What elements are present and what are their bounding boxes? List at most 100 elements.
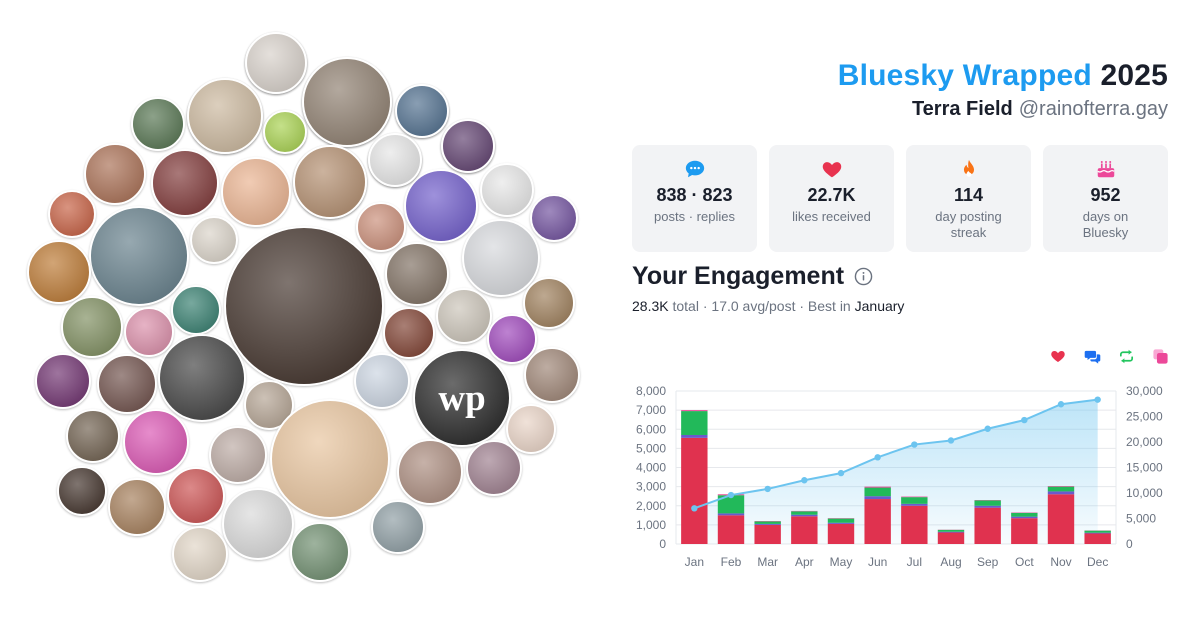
- y2-tick-label: 30,000: [1126, 384, 1163, 398]
- avatar[interactable]: [66, 409, 120, 463]
- stat-card-streak: 114 day posting streak: [906, 145, 1031, 252]
- avatar[interactable]: [462, 219, 540, 297]
- avatar[interactable]: [221, 157, 291, 227]
- x-tick-label: May: [830, 555, 853, 569]
- bar-segment: [1084, 532, 1111, 534]
- bar-segment: [974, 507, 1001, 544]
- bar-segment: [937, 531, 965, 533]
- y-tick-label: 4,000: [636, 461, 666, 475]
- bar-segment: [717, 515, 745, 544]
- bar-segment: [791, 511, 818, 515]
- avatar[interactable]: [480, 163, 534, 217]
- avatar[interactable]: [48, 190, 96, 238]
- info-icon[interactable]: [854, 267, 873, 286]
- wrapped-header: Bluesky Wrapped 2025 Terra Field @rainoft…: [838, 58, 1168, 122]
- y-tick-label: 7,000: [636, 403, 666, 417]
- avatar[interactable]: [441, 119, 495, 173]
- avatar[interactable]: [151, 149, 219, 217]
- bar-segment: [974, 505, 1001, 508]
- avatar[interactable]: [167, 467, 225, 525]
- avatar[interactable]: [224, 226, 384, 386]
- y2-tick-label: 20,000: [1126, 435, 1163, 449]
- avatar[interactable]: [506, 404, 556, 454]
- quote-icon[interactable]: [1150, 346, 1170, 366]
- user-line: Terra Field @rainofterra.gay: [838, 96, 1168, 122]
- avatar[interactable]: [97, 354, 157, 414]
- avatar[interactable]: [404, 169, 478, 243]
- avatar[interactable]: [57, 466, 107, 516]
- bar-segment: [827, 518, 855, 523]
- avatar[interactable]: [397, 439, 463, 505]
- avatar[interactable]: [395, 84, 449, 138]
- stat-card-days: 952 days on Bluesky: [1043, 145, 1168, 252]
- avatar[interactable]: [436, 288, 492, 344]
- avatar[interactable]: [356, 202, 406, 252]
- x-tick-label: Apr: [795, 555, 814, 569]
- avatar[interactable]: [131, 97, 185, 151]
- engagement-avg: 17.0 avg/post: [711, 298, 796, 314]
- avatar[interactable]: [487, 314, 537, 364]
- avatar[interactable]: [158, 334, 246, 422]
- avatar[interactable]: [187, 78, 263, 154]
- stats-row: 838 · 823 posts · replies 22.7K likes re…: [632, 145, 1168, 252]
- best-prefix: Best in: [807, 298, 851, 314]
- engagement-chart: 0 1,000 2,000 3,000 4,000 5,000 6,000 7,000 8,00…: [636, 384, 1163, 569]
- x-tick-label: Dec: [1087, 555, 1108, 569]
- avatar[interactable]: [263, 110, 307, 154]
- bar-segment: [937, 532, 965, 544]
- cumulative-point: [911, 441, 918, 448]
- avatar[interactable]: [466, 440, 522, 496]
- avatar[interactable]: [354, 353, 410, 409]
- bar-segment: [754, 524, 781, 544]
- avatar[interactable]: [27, 240, 91, 304]
- repost-icon[interactable]: [1116, 346, 1136, 366]
- avatar[interactable]: [222, 488, 294, 560]
- bar-segment: [901, 505, 928, 544]
- avatar[interactable]: [290, 522, 350, 582]
- avatar[interactable]: [190, 216, 238, 264]
- bar-segment: [974, 500, 1001, 506]
- best-month: January: [854, 298, 905, 314]
- heart-icon[interactable]: [1048, 346, 1068, 366]
- avatar[interactable]: [123, 409, 189, 475]
- stat-label: likes received: [792, 209, 871, 224]
- avatar[interactable]: [84, 143, 146, 205]
- reply-bubbles-icon[interactable]: [1082, 346, 1102, 366]
- avatar[interactable]: [383, 307, 435, 359]
- avatar[interactable]: [371, 500, 425, 554]
- chart-bars: [681, 410, 1111, 544]
- avatar[interactable]: [171, 285, 221, 335]
- avatar[interactable]: [209, 426, 267, 484]
- x-tick-label: Nov: [1050, 555, 1071, 569]
- avatar[interactable]: [245, 32, 307, 94]
- avatar[interactable]: [293, 145, 367, 219]
- avatar[interactable]: [172, 526, 228, 582]
- brand-title: Bluesky Wrapped: [837, 59, 1092, 92]
- avatar[interactable]: [385, 242, 449, 306]
- stat-value: 22.7K: [807, 185, 856, 205]
- bar-segment: [937, 529, 965, 532]
- y-tick-label: 6,000: [636, 422, 666, 436]
- avatar[interactable]: [35, 353, 91, 409]
- avatar[interactable]: [108, 478, 166, 536]
- bar-segment: [1084, 533, 1111, 544]
- avatar[interactable]: [523, 277, 575, 329]
- bar-segment: [681, 410, 708, 412]
- avatar[interactable]: [368, 133, 422, 187]
- avatar[interactable]: [302, 57, 392, 147]
- y2-tick-label: 10,000: [1126, 486, 1163, 500]
- stat-card-likes: 22.7K likes received: [769, 145, 894, 252]
- bar-segment: [1011, 512, 1038, 517]
- avatar[interactable]: [89, 206, 189, 306]
- avatar[interactable]: [524, 347, 580, 403]
- avatar[interactable]: [124, 307, 174, 357]
- y-tick-label: 2,000: [636, 499, 666, 513]
- cumulative-point: [984, 425, 991, 432]
- avatar[interactable]: wp: [413, 349, 511, 447]
- engagement-total-label: total: [672, 298, 699, 314]
- bar-segment: [754, 521, 781, 524]
- avatar[interactable]: [530, 194, 578, 242]
- avatar[interactable]: [61, 296, 123, 358]
- avatar[interactable]: [270, 399, 390, 519]
- bar-segment: [827, 522, 855, 524]
